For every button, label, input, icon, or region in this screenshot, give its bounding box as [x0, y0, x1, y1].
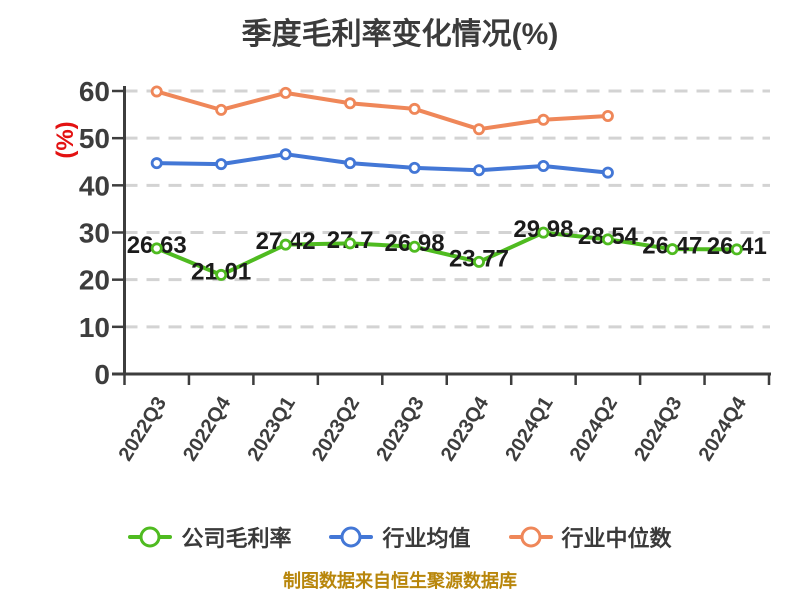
- x-tick-label: 2023Q4: [437, 392, 494, 465]
- legend: 公司毛利率 行业均值 行业中位数: [0, 521, 800, 553]
- data-point-marker-company-gross-margin: [215, 268, 228, 281]
- data-point-marker-industry-mean: [150, 157, 163, 170]
- y-tick-label: 20: [79, 265, 110, 296]
- data-point-marker-industry-mean: [279, 148, 292, 161]
- data-point-marker-company-gross-margin: [408, 240, 421, 253]
- data-point-marker-company-gross-margin: [279, 238, 292, 251]
- series-line-industry-median: [154, 89, 610, 132]
- y-tick-label: 40: [79, 170, 110, 201]
- data-point-marker-industry-median: [601, 109, 614, 122]
- data-point-marker-company-gross-margin: [666, 243, 679, 256]
- x-tick-label: 2024Q2: [566, 393, 622, 465]
- legend-item-label: 行业中位数: [561, 526, 672, 551]
- data-source-note: 制图数据来自恒生聚源数据库: [283, 571, 517, 591]
- legend-line-dot-icon: [329, 525, 374, 549]
- legend-item-industry-mean[interactable]: 行业均值: [329, 521, 471, 553]
- legend-line-dot-icon: [128, 525, 173, 549]
- data-point-marker-company-gross-margin: [537, 226, 550, 239]
- data-point-marker-industry-mean: [537, 159, 550, 172]
- data-point-marker-company-gross-margin: [344, 237, 357, 250]
- data-point-marker-industry-mean: [215, 158, 228, 171]
- x-tick-label: 2022Q4: [179, 392, 236, 465]
- data-point-marker-industry-median: [344, 97, 357, 110]
- y-tick-label: 10: [79, 312, 110, 343]
- legend-item-label: 行业均值: [382, 526, 471, 551]
- data-point-marker-industry-mean: [472, 164, 485, 177]
- x-tick-label: 2024Q4: [695, 392, 752, 465]
- y-tick-label: 30: [79, 218, 110, 249]
- data-point-marker-company-gross-margin: [150, 242, 163, 255]
- chart-title: 季度毛利率变化情况(%): [241, 18, 559, 51]
- data-point-marker-industry-mean: [601, 166, 614, 179]
- data-point-marker-industry-median: [537, 113, 550, 126]
- data-point-marker-industry-mean: [344, 157, 357, 170]
- y-tick-label: 50: [79, 123, 110, 154]
- legend-item-industry-median[interactable]: 行业中位数: [508, 521, 672, 553]
- data-point-marker-company-gross-margin: [730, 243, 743, 256]
- y-tick-label: 0: [94, 359, 110, 390]
- x-tick-label: 2022Q3: [115, 393, 171, 465]
- legend-item-label: 公司毛利率: [181, 526, 292, 551]
- series-line-company-gross-margin: [154, 230, 739, 277]
- data-point-marker-industry-median: [408, 102, 421, 115]
- x-tick-label: 2023Q1: [243, 393, 299, 465]
- data-point-marker-industry-median: [279, 86, 292, 99]
- legend-line-dot-icon: [508, 525, 553, 549]
- x-tick-label: 2023Q3: [372, 393, 428, 465]
- series-line-industry-mean: [154, 152, 610, 175]
- data-point-marker-industry-median: [472, 123, 485, 136]
- data-point-marker-industry-median: [215, 103, 228, 116]
- x-tick-label: 2024Q3: [630, 393, 686, 465]
- y-tick-label: 60: [79, 76, 110, 107]
- data-point-marker-company-gross-margin: [472, 255, 485, 268]
- x-tick-label: 2023Q2: [308, 393, 364, 465]
- x-tick-label: 2024Q1: [501, 393, 557, 465]
- data-point-marker-company-gross-margin: [601, 233, 614, 246]
- legend-item-company-gross-margin[interactable]: 公司毛利率: [128, 521, 291, 553]
- data-point-marker-industry-mean: [408, 161, 421, 174]
- data-point-marker-industry-median: [150, 85, 163, 98]
